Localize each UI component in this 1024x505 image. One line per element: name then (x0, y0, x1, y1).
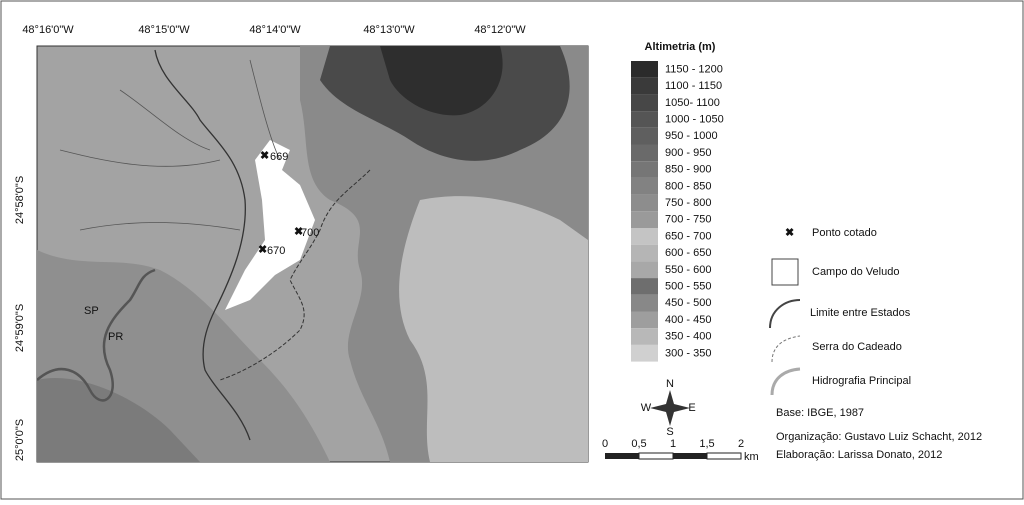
scale-unit: km (744, 451, 759, 463)
state-label: PR (108, 331, 123, 343)
altimetry-swatch (631, 328, 658, 345)
altimetry-swatch (631, 261, 658, 279)
altimetry-label: 1150 - 1200 (665, 63, 723, 75)
credit: Organização: Gustavo Luiz Schacht, 2012 (776, 431, 982, 443)
altimetry-swatch (631, 311, 658, 329)
altimetry-label: 300 - 350 (665, 347, 711, 359)
svg-text:✖: ✖ (258, 244, 267, 256)
altimetry-label: 1000 - 1050 (665, 114, 724, 126)
altimetry-label: 700 - 750 (665, 214, 711, 226)
altimetry-swatch (631, 94, 658, 112)
coord-label: 25°0'0"S (14, 419, 26, 461)
altimetry-swatch (631, 61, 658, 78)
coord-label: 48°16'0"W (22, 24, 74, 36)
legend-label: Hidrografia Principal (812, 375, 911, 387)
legend-label: Ponto cotado (812, 227, 877, 239)
altimetry-label: 550 - 600 (665, 264, 711, 276)
svg-text:✖: ✖ (294, 226, 303, 238)
svg-text:✖: ✖ (785, 227, 794, 239)
altimetry-label: 400 - 450 (665, 314, 711, 326)
altimetry-swatch (631, 144, 658, 162)
altimetry-swatch (631, 228, 658, 245)
legend-label: Limite entre Estados (810, 307, 911, 319)
legend-label: Serra do Cadeado (812, 341, 902, 353)
altimetry-swatch (631, 161, 658, 178)
altimetry-label: 850 - 900 (665, 164, 711, 176)
scale-label: 1 (670, 438, 676, 450)
altimetry-label: 900 - 950 (665, 147, 711, 159)
altimetry-swatch (631, 127, 658, 145)
compass-label: E (688, 402, 695, 414)
compass-label: W (641, 402, 652, 414)
compass-label: S (666, 426, 673, 438)
legend-title: Altimetria (m) (645, 41, 716, 53)
spot-height: 700 (301, 227, 319, 239)
scale-label: 1,5 (699, 438, 714, 450)
altimetry-swatch (631, 194, 658, 212)
scale-label: 2 (738, 438, 744, 450)
altimetry-label: 750 - 800 (665, 197, 711, 209)
spot-height: 669 (270, 151, 288, 163)
svg-text:✖: ✖ (260, 150, 269, 162)
altimetry-swatch (631, 294, 658, 312)
spot-height: 670 (267, 245, 285, 257)
coord-label: 48°12'0"W (474, 24, 526, 36)
credit: Elaboração: Larissa Donato, 2012 (776, 449, 942, 461)
coord-label: 48°14'0"W (249, 24, 301, 36)
altimetry-label: 600 - 650 (665, 247, 711, 259)
altimetry-swatch (631, 177, 658, 195)
coord-label: 48°13'0"W (363, 24, 415, 36)
credit: Base: IBGE, 1987 (776, 407, 864, 419)
coord-label: 24°59'0"S (14, 304, 26, 352)
altimetry-swatch (631, 111, 658, 128)
scale-label: 0,5 (631, 438, 646, 450)
legend-label: Campo do Veludo (812, 266, 899, 278)
altimetry-swatch (631, 211, 658, 228)
altimetry-label: 800 - 850 (665, 180, 711, 192)
altimetry-label: 1100 - 1150 (665, 80, 722, 92)
compass-label: N (666, 378, 674, 390)
map: ✖ ✖ ✖ (36, 45, 589, 463)
coord-label: 48°15'0"W (138, 24, 190, 36)
legend-symbols: ✖ (605, 227, 801, 460)
altimetry-label: 500 - 550 (665, 281, 711, 293)
altimetry-label: 450 - 500 (665, 297, 711, 309)
altimetry-swatch (631, 244, 658, 262)
altimetry-label: 350 - 400 (665, 331, 711, 343)
coord-label: 24°58'0"S (14, 176, 26, 224)
scale-label: 0 (602, 438, 608, 450)
state-label: SP (84, 305, 99, 317)
labels: 48°16'0"W 48°15'0"W 48°14'0"W 48°13'0"W 48°1… (14, 24, 982, 463)
altimetry-swatch (631, 278, 658, 295)
altimetry-swatch (631, 344, 658, 362)
altimetry-label: 950 - 1000 (665, 130, 718, 142)
altimetry-swatch (631, 77, 658, 95)
altimetry-label: 1050- 1100 (665, 97, 720, 109)
altimetry-label: 650 - 700 (665, 230, 711, 242)
